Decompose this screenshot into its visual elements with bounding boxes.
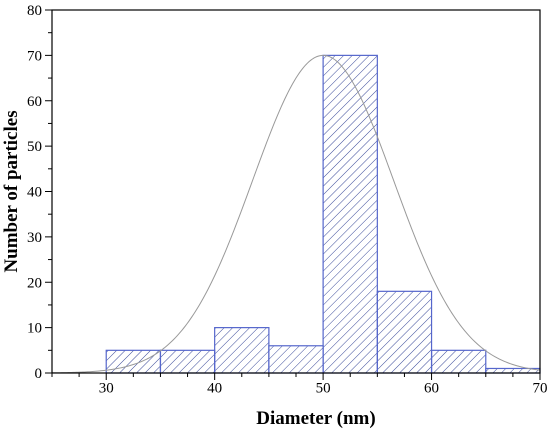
gaussian-fit-curve xyxy=(51,54,541,374)
y-tick-label: 0 xyxy=(35,366,43,382)
y-tick-label: 70 xyxy=(27,48,42,64)
ticks-layer: 30 40 50 60 70 0 10 20 30 40 50 60 70 80 xyxy=(27,3,548,397)
y-axis-title: Number of particles xyxy=(1,110,22,272)
histogram-bar xyxy=(214,327,270,374)
x-tick-label: 30 xyxy=(99,381,114,397)
x-tick-label: 70 xyxy=(533,381,548,397)
x-tick-label: 50 xyxy=(316,381,331,397)
y-tick-label: 40 xyxy=(27,185,42,201)
histogram-bar xyxy=(105,349,162,374)
histogram-bar xyxy=(159,349,216,374)
y-tick-label: 20 xyxy=(27,275,42,291)
histogram-bar xyxy=(376,290,433,374)
x-tick-label: 60 xyxy=(424,381,439,397)
histogram-bar xyxy=(430,349,487,374)
plot-frame xyxy=(51,9,541,374)
y-tick-label: 30 xyxy=(27,230,42,246)
y-tick-label: 80 xyxy=(27,3,42,19)
bars-layer xyxy=(105,54,541,374)
histogram-bar xyxy=(268,345,324,374)
y-tick-label: 60 xyxy=(27,94,42,110)
x-tick-label: 40 xyxy=(207,381,222,397)
histogram-bar xyxy=(322,54,378,374)
y-tick-label: 50 xyxy=(27,139,42,155)
y-tick-label: 10 xyxy=(27,321,42,337)
x-axis-title: Diameter (nm) xyxy=(256,408,375,429)
